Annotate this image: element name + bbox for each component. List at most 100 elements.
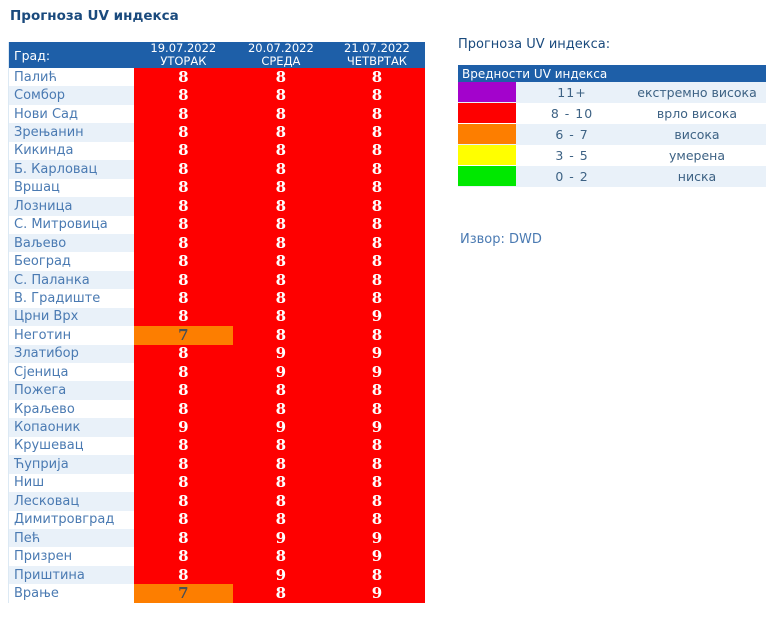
uv-value-cell: 8 [133,68,233,87]
city-cell: Неготин [14,327,72,343]
table-row: Крушевац 8 8 8 [9,436,425,456]
uv-value-cell: 8 [133,473,233,493]
uv-value-cell: 8 [232,197,329,216]
uv-value-cell: 8 [328,565,425,585]
legend-range: 3 - 5 [555,148,589,163]
table-row: Зрењанин 8 8 8 [9,123,425,142]
table-row: С. Паланка 8 8 8 [9,270,425,290]
uv-value-cell: 8 [328,473,425,493]
legend-row: 11+ екстремно висока [458,82,766,103]
table-row: Призрен 8 8 9 [9,547,425,566]
uv-value-cell: 8 [133,528,233,548]
table-row: Лесковац 8 8 8 [9,492,425,511]
table-row: Златибор 8 9 9 [9,344,425,363]
city-cell: Ниш [14,475,45,491]
uv-value-cell: 8 [328,252,425,271]
uv-value-cell: 8 [232,233,329,253]
table-row: Копаоник 9 9 9 [9,418,425,437]
uv-value-cell: 8 [133,104,233,124]
legend-range: 0 - 2 [555,169,589,184]
legend-range: 11+ [557,85,587,100]
city-cell: Палић [14,69,57,85]
city-cell: Београд [14,254,71,270]
table-row: Палић 8 8 8 [9,68,425,87]
uv-value-cell: 8 [232,123,329,142]
city-cell: Копаоник [9,418,134,437]
table-row: Пећ 8 9 9 [9,528,425,548]
uv-legend: Прогноза UV индекса: Вредности UV индекс… [458,37,766,187]
column-header-city: Град: [14,47,51,63]
city-cell: Пећ [9,528,134,548]
uv-value-cell: 8 [328,436,425,456]
uv-value-cell: 8 [328,233,425,253]
uv-value-cell: 8 [133,565,233,585]
uv-value-cell: 8 [133,436,233,456]
legend-label: врло висока [656,106,738,121]
city-cell: Димитровград [14,512,115,528]
city-cell: Сомбор [9,86,134,105]
uv-value-cell: 8 [133,344,233,363]
legend-label: екстремно висока [637,85,757,100]
uv-value-cell: 8 [232,178,329,198]
header-dayname-2: СРЕДА [261,54,301,68]
uv-value-cell: 8 [133,252,233,271]
table-row: Пожега 8 8 8 [9,381,425,400]
table-row: Краљево 8 8 8 [9,399,425,419]
uv-value-cell: 8 [232,68,329,87]
uv-value-cell: 8 [232,492,329,511]
uv-value-cell: 8 [232,104,329,124]
uv-value-cell: 8 [328,123,425,142]
uv-value-cell: 8 [133,399,233,419]
uv-value-cell: 8 [232,547,329,566]
uv-value-cell: 8 [232,252,329,271]
legend-rows: 11+ екстремно висока 8 - 10 врло висока 6 - … [458,82,766,187]
uv-value-cell: 8 [133,160,233,179]
legend-color-swatch [458,103,516,123]
city-cell: Вршац [14,180,60,196]
city-cell: Црни Врх [9,307,134,327]
uv-value-cell: 8 [232,326,329,345]
header-date-2: 20.07.2022 [247,41,314,55]
uv-value-cell: 8 [133,510,233,529]
legend-header: Вредности UV индекса [458,65,766,82]
uv-value-cell: 8 [232,215,329,234]
uv-value-cell: 9 [232,363,329,382]
uv-value-cell: 8 [232,307,329,327]
city-cell: Приштина [9,565,134,585]
uv-value-cell: 8 [133,307,233,327]
table-body: Палић 8 8 8 Сомбор 8 8 8 Нови Сад 8 8 8 Зрењанин 8 8 8 К… [9,68,425,603]
uv-value-cell: 8 [328,270,425,290]
city-cell: Лесковац [9,492,134,511]
table-row: С. Митровица 8 8 8 [9,215,425,234]
header-date-1: 19.07.2022 [150,41,217,55]
legend-label: ниска [677,169,717,184]
city-cell: В. Градиште [14,290,101,306]
table-row: Кикинда 8 8 8 [9,141,425,161]
uv-value-cell: 8 [328,178,425,198]
legend-row: 6 - 7 висока [458,124,766,145]
table-row: Ниш 8 8 8 [9,473,425,493]
legend-range: 6 - 7 [555,127,589,142]
city-cell: С. Паланка [9,270,134,290]
table-row: Ваљево 8 8 8 [9,233,425,253]
city-cell: Крушевац [14,438,84,454]
uv-value-cell: 9 [328,307,425,327]
uv-value-cell: 8 [328,160,425,179]
page-title: Прогноза UV индекса [10,8,179,24]
city-cell: Пожега [9,381,134,400]
uv-value-cell: 8 [328,492,425,511]
uv-value-cell: 8 [328,381,425,400]
uv-value-cell: 8 [328,197,425,216]
header-date-3: 21.07.2022 [344,41,410,55]
column-header-day-3: 21.07.2022 ЧЕТВРТАК [329,42,425,68]
uv-value-cell: 9 [328,418,425,437]
city-cell: Кикинда [14,143,74,159]
table-row: Ћуприја 8 8 8 [9,455,425,474]
uv-value-cell: 8 [133,123,233,142]
uv-value-cell: 9 [328,547,425,566]
table-header-row: Град: 19.07.2022 УТОРАК 20.07.2022 СРЕДА… [9,42,425,68]
uv-value-cell: 8 [328,215,425,234]
legend-row: 0 - 2 ниска [458,166,766,187]
city-cell: Врање [14,585,59,601]
